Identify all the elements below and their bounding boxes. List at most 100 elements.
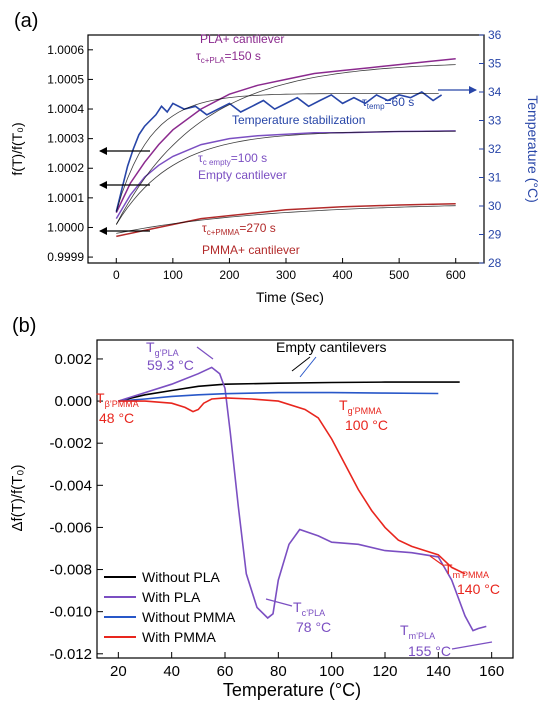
y-tick-label: 0.002 [54, 351, 92, 368]
panel-a-y-axis-label: f(T)/f(T₀) [9, 122, 25, 175]
panel-b-legend: Without PLA With PLA Without PMMA With PMMA [104, 569, 236, 645]
tg-pla-value: 59.3 °C [147, 357, 194, 373]
tm-pmma-annotation: Tm’PMMA [444, 561, 489, 580]
y-tick-label: 1.0003 [47, 132, 84, 146]
panel-a-x-axis-label: Time (Sec) [256, 289, 324, 305]
x-tick-label: 160 [479, 663, 504, 680]
without-pla-series-line [118, 381, 460, 402]
panel-b-x-ticks: 20 40 60 80 100 120 140 160 [110, 652, 504, 680]
panel-a-y-ticks: 0.9999 1.0000 1.0001 1.0002 1.0003 1.0004 1.00… [47, 43, 93, 264]
legend-label: With PLA [142, 589, 201, 605]
panel-b-y-axis-label: Δf(T)/f(T₀) [9, 464, 26, 531]
x-tick-label: 140 [426, 663, 451, 680]
tm-pmma-pointer [429, 555, 445, 567]
y-tick-label: 1.0005 [47, 72, 84, 86]
y2-tick-label: 28 [488, 256, 502, 270]
y2-tick-label: 29 [488, 228, 502, 242]
pmma-cantilever-label: PMMA+ cantilever [202, 243, 300, 257]
tc-pla-annotation: Tc’PLA [293, 599, 325, 618]
legend-label: Without PLA [142, 569, 220, 585]
y-tick-label: 1.0000 [47, 220, 84, 234]
x-tick-label: 0 [113, 268, 120, 282]
pla-cantilever-label: PLA+ cantilever [200, 32, 284, 46]
tg-pla-pointer [196, 346, 214, 360]
y2-tick-label: 31 [488, 171, 502, 185]
panel-a-series [115, 57, 456, 238]
x-tick-label: 100 [163, 268, 183, 282]
panel-a: (a) 0 100 200 300 400 500 600 0.9999 1.0000 1.00… [9, 10, 538, 305]
x-tick-label: 500 [389, 268, 409, 282]
tm-pla-pointer [451, 641, 493, 650]
x-tick-label: 80 [270, 663, 287, 680]
temp-tau-annotation: τtemp=60 s [362, 95, 414, 111]
pla-tau-annotation: τc+PLA=150 s [196, 49, 261, 65]
tm-pla-annotation: Tm’PLA [400, 622, 435, 641]
legend-label: With PMMA [142, 629, 217, 645]
empty-cantilevers-pointer-blue [299, 356, 317, 378]
y2-tick-label: 34 [488, 85, 502, 99]
panel-a-label: (a) [14, 10, 38, 32]
panel-b: (b) 20 40 60 80 100 120 140 160 0.002 0.000 -0.00… [9, 315, 514, 700]
with-pmma-series-line [118, 397, 466, 575]
empty-cantilevers-label: Empty cantilevers [276, 339, 386, 355]
panel-a-y2-ticks: 28 29 30 31 32 33 34 35 36 [479, 28, 502, 270]
x-tick-label: 600 [446, 268, 466, 282]
fit_pla-curve [115, 64, 456, 225]
panel-b-frame [96, 339, 514, 659]
panel-a-frame [87, 34, 485, 264]
y-tick-label: 0.000 [54, 393, 92, 410]
y2-tick-label: 33 [488, 114, 502, 128]
y-tick-label: -0.006 [49, 519, 92, 536]
tg-pmma-annotation: Tg’PMMA [339, 397, 382, 416]
tg-pla-annotation: Tg’PLA [146, 339, 179, 358]
legend-label: Without PMMA [142, 609, 236, 625]
empty-cantilevers-pointer-black [291, 356, 311, 372]
y2-tick-label: 36 [488, 28, 502, 42]
x-tick-label: 100 [319, 663, 344, 680]
y2-tick-label: 32 [488, 142, 502, 156]
empty-cantilever-label: Empty cantilever [198, 168, 287, 182]
pmma-tau-annotation: τc+PMMA=270 s [202, 221, 276, 237]
panel-b-x-axis-label: Temperature (°C) [223, 680, 361, 700]
y-tick-label: 1.0004 [47, 102, 84, 116]
panel-a-y2-axis-label: Temperature (°C) [525, 95, 538, 203]
tc-pla-pointer [265, 598, 293, 607]
y-tick-label: 1.0002 [47, 161, 84, 175]
x-tick-label: 400 [333, 268, 353, 282]
panel-b-label: (b) [12, 315, 36, 337]
with-pla-series-line [118, 366, 487, 632]
y-tick-label: -0.012 [49, 646, 92, 663]
temperature-stabilization-label: Temperature stabilization [232, 113, 365, 127]
panel-b-y-ticks: 0.002 0.000 -0.002 -0.004 -0.006 -0.008 -0.010… [49, 351, 103, 663]
tb-pmma-value: 48 °C [99, 410, 134, 426]
tb-pmma-annotation: Tβ’PMMA [96, 390, 139, 409]
y-tick-label: -0.002 [49, 435, 92, 452]
y2-tick-label: 30 [488, 199, 502, 213]
y-tick-label: 1.0006 [47, 43, 84, 57]
pla-series-line [115, 57, 456, 214]
y-tick-label: -0.004 [49, 477, 92, 494]
x-tick-label: 20 [110, 663, 127, 680]
panel-b-series [118, 366, 487, 632]
empty-tau-annotation: τc empty=100 s [198, 151, 267, 167]
y-tick-label: 1.0001 [47, 191, 84, 205]
tc-pla-value: 78 °C [296, 619, 331, 635]
x-tick-label: 60 [217, 663, 234, 680]
tm-pla-value: 155 °C [408, 643, 451, 659]
fit_temp-curve [115, 93, 439, 212]
tg-pmma-value: 100 °C [345, 417, 388, 433]
without-pmma-series-line [118, 391, 439, 402]
x-tick-label: 40 [163, 663, 180, 680]
x-tick-label: 120 [372, 663, 397, 680]
y-tick-label: -0.008 [49, 562, 92, 579]
pmma-series-line [116, 203, 456, 238]
fit_pmma-curve [116, 205, 456, 234]
tm-pmma-value: 140 °C [457, 581, 500, 597]
y-tick-label: -0.010 [49, 604, 92, 621]
x-tick-label: 200 [219, 268, 239, 282]
y2-tick-label: 35 [488, 57, 502, 71]
panel-a-x-ticks: 0 100 200 300 400 500 600 [113, 258, 466, 282]
fit_empty-curve [115, 130, 456, 225]
temp-series-line [115, 91, 443, 212]
